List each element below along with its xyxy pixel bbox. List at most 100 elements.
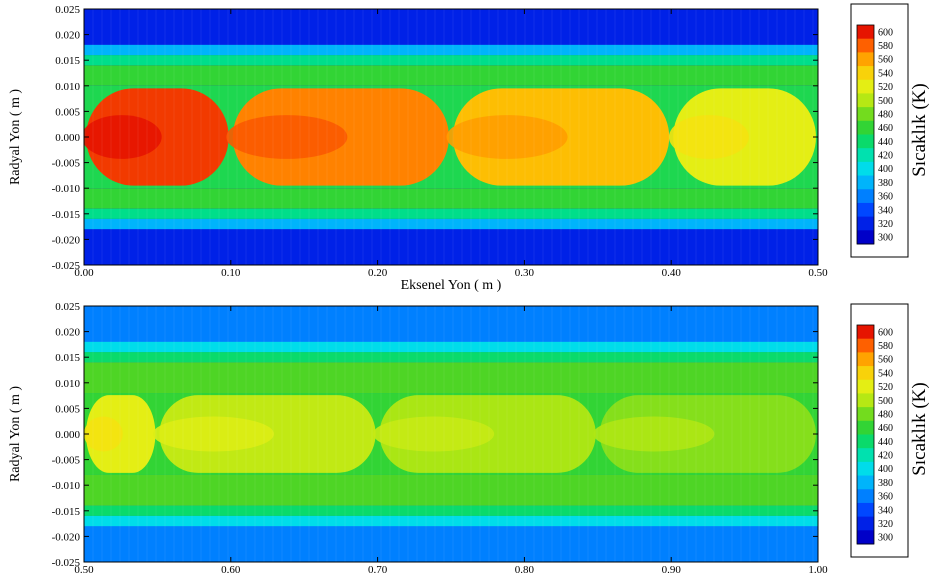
colorbar-label: 580 (878, 41, 893, 52)
band-top-2 (84, 55, 818, 66)
x-axis-label: Eksenel Yon ( m ) (401, 278, 502, 293)
colorbar-title: Sıcaklık (K) (909, 382, 930, 475)
colorbar-label: 520 (878, 382, 893, 393)
colorbar-swatch (857, 530, 874, 545)
y-tick-label: -0.010 (52, 480, 81, 492)
colorbar-label: 500 (878, 96, 893, 107)
x-tick-label: 0.30 (515, 267, 535, 279)
band-top-1 (84, 341, 818, 353)
colorbar-label: 500 (878, 396, 893, 407)
x-tick-label: 0.20 (368, 267, 388, 279)
colorbar-label: 320 (878, 219, 893, 230)
y-tick-label: -0.005 (52, 158, 81, 170)
colorbar-label: 340 (878, 205, 893, 216)
chart-panel-2: 0.50 0.60 0.70 0.80 0.90 1.00 0.025 0.020 0.015 0… (8, 301, 930, 573)
band-bottom-2 (84, 208, 818, 219)
colorbar-label: 540 (878, 368, 893, 379)
y-tick-label: 0.010 (55, 81, 80, 93)
colorbar-swatch (857, 120, 874, 135)
colorbar-label: 300 (878, 233, 893, 244)
y-tick-label: -0.015 (52, 209, 81, 221)
colorbar-swatch (857, 489, 874, 504)
colorbar-label: 560 (878, 55, 893, 66)
colorbar-swatch (857, 461, 874, 477)
colorbar-swatch (857, 161, 874, 177)
colorbar-swatch (857, 38, 874, 53)
y-tick-label: 0.020 (55, 327, 80, 339)
colorbar-swatch (857, 52, 874, 67)
y-tick-label: 0.025 (55, 301, 80, 313)
y-tick-label: 0.005 (55, 403, 80, 415)
band-bottom-3 (84, 474, 818, 506)
colorbar-swatch (857, 230, 874, 245)
y-tick-label: 0.000 (55, 132, 80, 144)
colorbar-swatch (857, 434, 874, 449)
y-tick-label: 0.010 (55, 378, 80, 390)
colorbar-title: Sıcaklık (K) (909, 83, 930, 176)
colorbar-swatch (857, 148, 874, 163)
core-hotspot (226, 115, 348, 159)
colorbar-label: 460 (878, 123, 893, 134)
colorbar-swatch (857, 134, 874, 149)
y-tick-label: -0.005 (52, 455, 81, 467)
colorbar-swatch (857, 366, 874, 381)
colorbar-label: 420 (878, 451, 893, 462)
colorbar-label: 340 (878, 505, 893, 516)
y-tick-label: 0.015 (55, 352, 80, 364)
colorbar-swatch (857, 502, 874, 518)
colorbar-swatch (857, 448, 874, 463)
x-tick-label: 1.00 (808, 564, 828, 573)
colorbar-label: 520 (878, 82, 893, 93)
colorbar-label: 360 (878, 492, 893, 503)
core-hotspot (593, 416, 715, 452)
y-tick-label: -0.020 (52, 234, 81, 246)
colorbar-label: 380 (878, 478, 893, 489)
colorbar-label: 600 (878, 327, 893, 338)
y-tick-label: 0.000 (55, 429, 80, 441)
colorbar-swatch (857, 420, 874, 435)
colorbar-label: 360 (878, 192, 893, 203)
core-hotspot (84, 416, 123, 452)
colorbar-swatch (857, 189, 874, 204)
colorbar-label: 440 (878, 137, 893, 148)
colorbar-swatch (857, 107, 874, 122)
colorbar-swatch (857, 352, 874, 367)
colorbar-swatch (857, 475, 874, 490)
y-tick-label: 0.025 (55, 4, 80, 16)
colorbar-swatch (857, 393, 874, 408)
contour-field (84, 306, 818, 562)
x-tick-label: 0.70 (368, 564, 388, 573)
colorbar-label: 560 (878, 355, 893, 366)
contour-field (84, 9, 818, 265)
x-tick-label: 0.90 (662, 564, 682, 573)
colorbar-swatch (857, 216, 874, 231)
colorbar-swatch (857, 175, 874, 190)
colorbar-label: 300 (878, 533, 893, 544)
y-tick-label: -0.010 (52, 183, 81, 195)
y-tick-label: 0.005 (55, 106, 80, 118)
chart-panel-1: 0.00 0.10 0.20 0.30 0.40 0.50 0.025 0.020 0.015 0… (8, 3, 930, 293)
band-bottom-1 (84, 218, 818, 230)
colorbar-swatch (857, 202, 874, 218)
y-tick-label: 0.020 (55, 30, 80, 42)
band-top-1 (84, 44, 818, 56)
colorbar-label: 580 (878, 341, 893, 352)
colorbar-label: 480 (878, 109, 893, 120)
x-tick-label: 0.50 (74, 564, 94, 573)
y-axis-label: Radyal Yon ( m ) (8, 89, 23, 185)
band-bottom-3 (84, 188, 818, 209)
colorbar-swatch (857, 379, 874, 394)
colorbar-label: 600 (878, 27, 893, 38)
x-tick-label: 0.40 (662, 267, 682, 279)
colorbar-swatch (857, 516, 874, 531)
band-top-2 (84, 352, 818, 363)
colorbar-swatch (857, 407, 874, 422)
colorbar-label: 540 (878, 68, 893, 79)
y-tick-label: -0.025 (52, 260, 81, 272)
colorbar-swatch (857, 79, 874, 94)
colorbar-label: 380 (878, 178, 893, 189)
colorbar-swatch (857, 25, 874, 40)
y-tick-label: -0.025 (52, 557, 81, 569)
colorbar-label: 400 (878, 164, 893, 175)
band-top-3 (84, 362, 818, 394)
